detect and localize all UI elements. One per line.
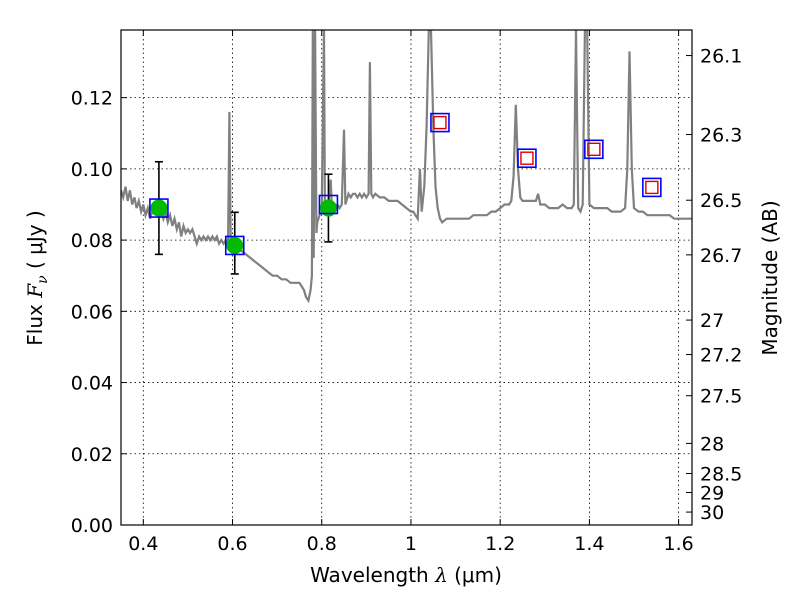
spectrum-line [121,30,692,304]
model-box [149,198,169,218]
model-box [517,148,537,169]
y2-tick-label: 26.1 [700,46,742,68]
y2-tick-label: 27 [700,310,724,332]
predicted-point [587,142,601,156]
observed-points [150,199,337,254]
model-box [584,139,604,160]
y-tick-label: 0.08 [71,230,113,252]
y-tick-label: 0.04 [71,373,113,395]
y-tick-label: 0.06 [71,301,113,323]
predicted-point [433,115,447,130]
y-tick-label: 0.12 [71,88,113,110]
x-tick-label: 0.4 [128,533,158,555]
plot-frame [120,29,693,526]
observed-point [150,199,168,217]
model-box [642,177,662,198]
model-box [430,112,450,133]
observed-point [319,199,337,217]
y-tick-label: 0.02 [71,444,113,466]
plot-area [121,30,692,304]
x-tick-label: 1.6 [664,533,694,555]
model-box [318,194,339,215]
y2-tick-label: 27.2 [700,345,742,367]
y-axis-ticks: 0.00 0.02 0.04 0.06 0.08 0.10 0.12 [71,88,127,537]
grid-lines [121,30,692,526]
y2-tick-label: 26.7 [700,245,742,267]
y2-tick-label: 28 [700,433,724,455]
y-tick-label: 0.10 [71,159,113,181]
y2-tick-label: 30 [700,502,724,524]
x-tick-label: 1.2 [485,533,515,555]
y2-tick-label: 26.5 [700,190,742,212]
x-tick-label: 1.4 [574,533,604,555]
x-axis-ticks: 0.4 0.6 0.8 1 1.2 1.4 1.6 [128,30,694,555]
x-tick-label: 0.6 [217,533,247,555]
predicted-point [645,180,659,195]
observed-point [226,236,244,254]
y2-tick-label: 28.5 [700,464,742,486]
y2-axis-label: Magnitude (AB) [758,200,782,355]
predicted-point [520,151,534,165]
y2-tick-label: 27.5 [700,386,742,408]
y2-tick-label: 26.3 [700,125,742,147]
model-box [224,235,245,256]
model-boxes [149,112,662,256]
predicted-points [433,115,659,195]
x-tick-label: 0.8 [307,533,337,555]
x-axis-label: Wavelength λ (μm) [310,563,502,587]
y2-tick-label: 29 [700,483,724,505]
x-tick-label: 1 [405,533,417,555]
y-axis-label: Flux Fν ( μJy ) [23,210,51,345]
y-tick-label: 0.00 [71,515,113,537]
